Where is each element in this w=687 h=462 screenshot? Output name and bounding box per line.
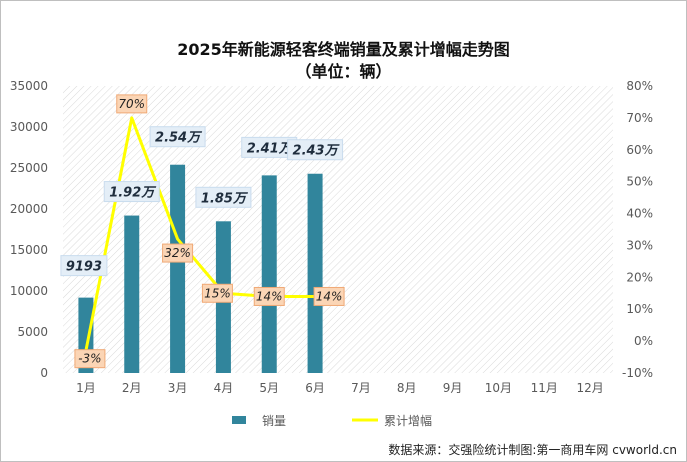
x-tick-label: 4月 <box>214 381 234 395</box>
y-right-tick-label: 50% <box>626 175 653 189</box>
y-left-tick-label: 25000 <box>10 161 48 175</box>
x-tick-label: 11月 <box>531 381 558 395</box>
bar <box>261 175 277 373</box>
line-data-label-box <box>74 349 106 369</box>
line-data-label: 32% <box>164 246 191 260</box>
legend-label: 销量 <box>262 414 286 428</box>
bar-data-label: 9193 <box>66 260 102 275</box>
plot-area <box>63 86 613 373</box>
bar-data-label: 1.85万 <box>201 191 249 206</box>
line-data-label-box <box>253 286 285 306</box>
y-right-tick-label: -10% <box>622 366 653 380</box>
y-right-tick-label: 70% <box>626 111 653 125</box>
y-right-tick-label: 10% <box>626 302 653 316</box>
line-data-label: 14% <box>256 289 283 303</box>
x-tick-label: 1月 <box>76 381 96 395</box>
bar-data-label: 2.43万 <box>293 144 341 159</box>
y-left-tick-label: 10000 <box>10 284 48 298</box>
line-data-label: 70% <box>118 97 145 111</box>
line-data-label: -3% <box>78 352 101 366</box>
y-left-tick-label: 15000 <box>10 243 48 257</box>
bar-data-label: 2.41万 <box>247 141 295 156</box>
x-tick-label: 2月 <box>122 381 142 395</box>
bar-data-label-box <box>149 126 206 148</box>
chart-title: 2025年新能源轻客终端销量及累计增幅走势图 <box>177 40 510 59</box>
source-note: 数据来源：交强险统计制图:第一商用车网 cvworld.cn <box>388 443 677 457</box>
bar-data-label-box <box>60 255 108 277</box>
bar-data-label-box <box>103 181 160 203</box>
bar-data-label-box <box>195 186 252 208</box>
y-right-tick-label: 0% <box>634 334 653 348</box>
x-tick-label: 6月 <box>305 381 325 395</box>
x-tick-label: 3月 <box>168 381 188 395</box>
line-data-label-box <box>201 283 233 303</box>
y-right-tick-label: 30% <box>626 238 653 252</box>
bar <box>307 173 323 373</box>
chart-subtitle: （单位：辆） <box>295 62 392 81</box>
line-data-label: 15% <box>204 286 231 300</box>
y-right-tick-label: 20% <box>626 270 653 284</box>
line-data-label-box <box>162 243 194 263</box>
bar-data-label-box <box>287 139 344 161</box>
bar <box>170 164 186 373</box>
y-left-tick-label: 20000 <box>10 202 48 216</box>
y-left-tick-label: 35000 <box>10 79 48 93</box>
line-data-label-box <box>116 94 148 114</box>
x-tick-label: 7月 <box>351 381 371 395</box>
legend-label: 累计增幅 <box>384 413 432 428</box>
line-data-label: 14% <box>316 289 343 303</box>
x-tick-label: 8月 <box>397 381 417 395</box>
y-left-tick-label: 5000 <box>17 325 48 339</box>
y-right-tick-label: 60% <box>626 143 653 157</box>
x-tick-label: 9月 <box>443 381 463 395</box>
y-right-tick-label: 80% <box>626 79 653 93</box>
line-data-label-box <box>313 286 345 306</box>
y-left-tick-label: 0 <box>40 366 48 380</box>
bar-data-label: 1.92万 <box>109 186 157 201</box>
bar-data-label: 2.54万 <box>155 131 203 146</box>
y-left-tick-label: 30000 <box>10 120 48 134</box>
y-right-tick-label: 40% <box>626 207 653 221</box>
x-tick-label: 10月 <box>485 381 512 395</box>
bar <box>124 215 140 373</box>
x-tick-label: 12月 <box>576 381 603 395</box>
x-tick-label: 5月 <box>259 381 279 395</box>
legend-swatch-bar <box>232 416 246 424</box>
